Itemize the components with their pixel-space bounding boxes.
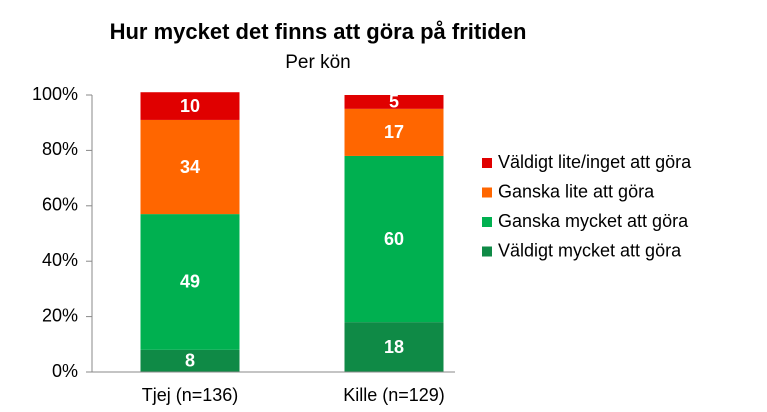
data-label: 5	[389, 92, 399, 112]
legend-swatch	[482, 158, 492, 168]
chart-subtitle: Per kön	[285, 52, 350, 73]
legend-label: Väldigt mycket att göra	[498, 240, 682, 260]
y-tick-label: 40%	[42, 250, 78, 270]
bar-segment	[140, 92, 240, 120]
x-tick-label: Tjej (n=136)	[142, 385, 239, 405]
legend-swatch	[482, 246, 492, 257]
data-label: 60	[384, 229, 404, 249]
bar-segment	[344, 95, 444, 109]
legend-swatch	[482, 217, 492, 227]
data-label: 18	[384, 337, 404, 357]
x-tick-label: Kille (n=129)	[343, 385, 445, 405]
bar-segment	[344, 322, 444, 372]
y-tick-label: 100%	[32, 84, 78, 104]
legend-label: Ganska mycket att göra	[498, 211, 689, 231]
y-tick-label: 20%	[42, 305, 78, 325]
legend-swatch	[482, 187, 492, 198]
data-label: 34	[180, 157, 200, 177]
bar-segment	[140, 349, 240, 372]
chart-title: Hur mycket det finns att göra på fritide…	[110, 19, 527, 44]
legend-label: Väldigt lite/inget att göra	[498, 152, 692, 172]
data-label: 8	[185, 351, 195, 371]
bar-segment	[140, 214, 240, 350]
y-tick-label: 0%	[52, 361, 78, 381]
bar-segment	[140, 119, 240, 215]
y-tick-label: 80%	[42, 139, 78, 159]
bar-segment	[344, 155, 444, 323]
bar-segment	[344, 108, 444, 156]
data-label: 10	[180, 96, 200, 116]
data-label: 49	[180, 272, 200, 292]
legend-label: Ganska lite att göra	[498, 181, 655, 201]
data-label: 17	[384, 122, 404, 142]
y-tick-label: 60%	[42, 195, 78, 215]
